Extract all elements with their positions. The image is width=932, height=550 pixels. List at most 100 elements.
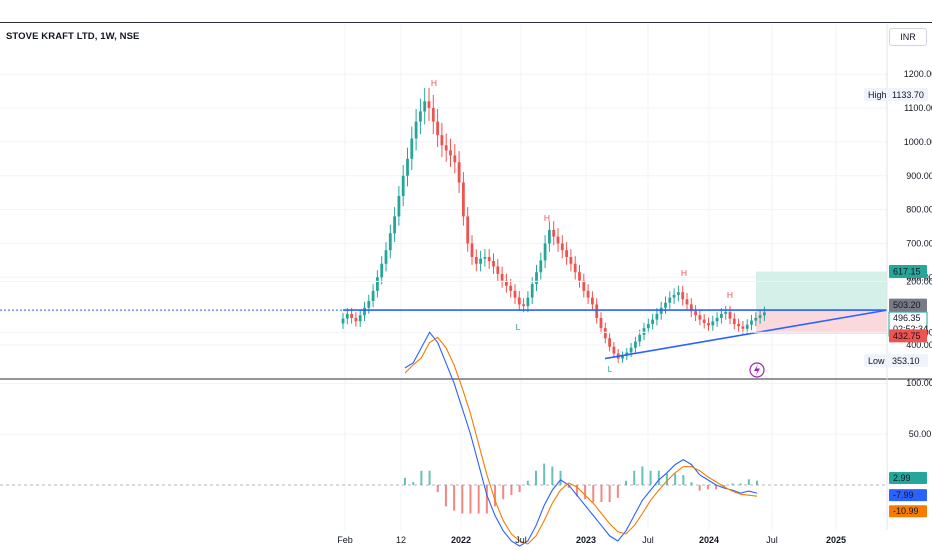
macd-histogram-bar [665, 473, 668, 485]
candle-body [526, 297, 530, 307]
candle-body [423, 101, 427, 112]
pattern-labels: H H H H L L [431, 78, 765, 378]
candle-body [629, 347, 633, 353]
candle-body [539, 260, 543, 273]
candle-body [371, 290, 375, 301]
candle-body [758, 315, 762, 318]
candle-body [677, 292, 680, 295]
candle-body [664, 302, 667, 308]
candle-body [681, 292, 685, 300]
candle-body [341, 318, 345, 324]
candle-body [732, 318, 736, 325]
candle-body [487, 256, 491, 262]
macd-histogram-bar [674, 473, 677, 485]
candle-body [634, 341, 637, 348]
low-badge-bg [864, 354, 928, 367]
currency-button[interactable]: INR [889, 28, 927, 46]
candle-body [711, 321, 715, 326]
candle-body [380, 263, 384, 278]
time-tick-label: 2025 [826, 535, 846, 545]
candle-body [754, 317, 758, 321]
candle-body [427, 101, 431, 109]
macd-histogram-bar [420, 470, 423, 485]
candle-body [401, 175, 405, 197]
candle-body [543, 243, 547, 261]
drawing-lines [0, 309, 888, 360]
entry-badge: 503.20 [893, 300, 921, 310]
macd-line [404, 331, 758, 547]
candle-body [522, 304, 525, 307]
time-tick-label: 2023 [576, 535, 596, 545]
macd-histogram-bar [444, 485, 447, 507]
target-badge: 617.15 [893, 266, 921, 276]
macd-histogram-bar [485, 485, 488, 514]
macd-histogram-badge: 2.99 [893, 473, 911, 483]
macd-histogram-bar [404, 477, 406, 485]
candles [341, 88, 766, 363]
candle-body [440, 135, 444, 146]
candle-body [406, 158, 409, 176]
low-value: 353.10 [892, 356, 920, 366]
lightning-bolt [754, 364, 760, 376]
candle-body [642, 328, 646, 335]
macd-value-badge-bg [889, 489, 927, 502]
candle-body [354, 317, 358, 322]
candle-body [741, 326, 745, 329]
position-zones [756, 271, 887, 334]
candle-body [578, 272, 581, 281]
macd-histogram-bar [616, 485, 619, 498]
macd-histogram-bar [633, 470, 636, 485]
macd-histogram-bar [428, 470, 431, 485]
last-price: 496.35 [893, 313, 921, 323]
macd-histogram-bar [756, 480, 758, 485]
candle-body [728, 311, 732, 319]
candle-body [462, 182, 465, 217]
candle-body [672, 294, 676, 298]
candle-body [492, 261, 495, 267]
candle-body [556, 236, 560, 244]
macd-pane [0, 280, 932, 547]
macd-histogram-bar [698, 485, 701, 491]
macd-histogram-bar [625, 480, 628, 485]
macd-histogram-bar [494, 485, 497, 507]
candle-body [474, 256, 478, 264]
time-tick-label: Jul [766, 535, 778, 545]
candle-body [388, 233, 392, 251]
pattern-label: H [681, 268, 687, 278]
candle-body [517, 297, 521, 305]
price-tick-label: 1100.00 [904, 103, 932, 113]
price-badges: High 1133.70 Low 353.10 617.15 503.20 496.3502… [864, 88, 928, 518]
candle-body [595, 304, 599, 318]
candle-body [689, 304, 693, 312]
candle-body [363, 307, 366, 316]
macd-histogram-bar [690, 482, 693, 485]
candle-body [737, 324, 740, 327]
time-tick-label: 12 [396, 535, 406, 545]
macd-histogram-bar [412, 482, 415, 485]
macd-histogram-bar [657, 470, 660, 485]
macd-histogram-bar [641, 466, 644, 485]
pattern-label: L [516, 322, 521, 332]
candle-body [449, 150, 452, 156]
macd-histogram-bar [453, 485, 456, 511]
lightning-icon [749, 362, 765, 378]
candle-body [393, 216, 396, 234]
price-tick-label: 1200.00 [904, 69, 932, 79]
signal-line [404, 336, 758, 545]
candle-body [668, 297, 672, 303]
macd-histogram-bar [461, 485, 464, 514]
macd-value-badge: -7.99 [893, 490, 914, 500]
pattern-label: H [544, 213, 550, 223]
macd-histogram-bar [543, 463, 546, 485]
target-zone [756, 271, 887, 311]
entry-badge-bg [889, 298, 927, 312]
macd-histogram-bar [469, 485, 472, 514]
macd-histogram-bar [526, 480, 529, 485]
candle-body [466, 216, 470, 244]
target-badge-bg [889, 264, 927, 278]
macd-histogram-bar [502, 485, 505, 500]
candle-body [599, 317, 603, 329]
candle-body [384, 250, 388, 264]
price-tick-label: 800.00 [906, 205, 932, 215]
